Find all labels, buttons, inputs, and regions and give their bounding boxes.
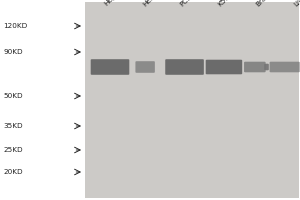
FancyBboxPatch shape bbox=[270, 62, 300, 72]
FancyBboxPatch shape bbox=[165, 59, 204, 75]
Text: 25KD: 25KD bbox=[3, 147, 22, 153]
Text: 20KD: 20KD bbox=[3, 169, 22, 175]
Text: Brain: Brain bbox=[255, 0, 272, 7]
FancyBboxPatch shape bbox=[91, 59, 129, 75]
FancyBboxPatch shape bbox=[135, 61, 155, 73]
FancyBboxPatch shape bbox=[264, 64, 269, 70]
Text: K562: K562 bbox=[217, 0, 234, 7]
Bar bbox=[85, 2, 298, 198]
Text: 35KD: 35KD bbox=[3, 123, 22, 129]
Text: PC3: PC3 bbox=[179, 0, 193, 7]
FancyBboxPatch shape bbox=[206, 60, 242, 74]
Text: Liver: Liver bbox=[292, 0, 300, 7]
Text: 90KD: 90KD bbox=[3, 49, 22, 55]
FancyBboxPatch shape bbox=[244, 62, 266, 72]
Text: 50KD: 50KD bbox=[3, 93, 22, 99]
Text: 120KD: 120KD bbox=[3, 23, 27, 29]
Text: HepG2: HepG2 bbox=[103, 0, 125, 7]
Text: Hela: Hela bbox=[141, 0, 157, 7]
